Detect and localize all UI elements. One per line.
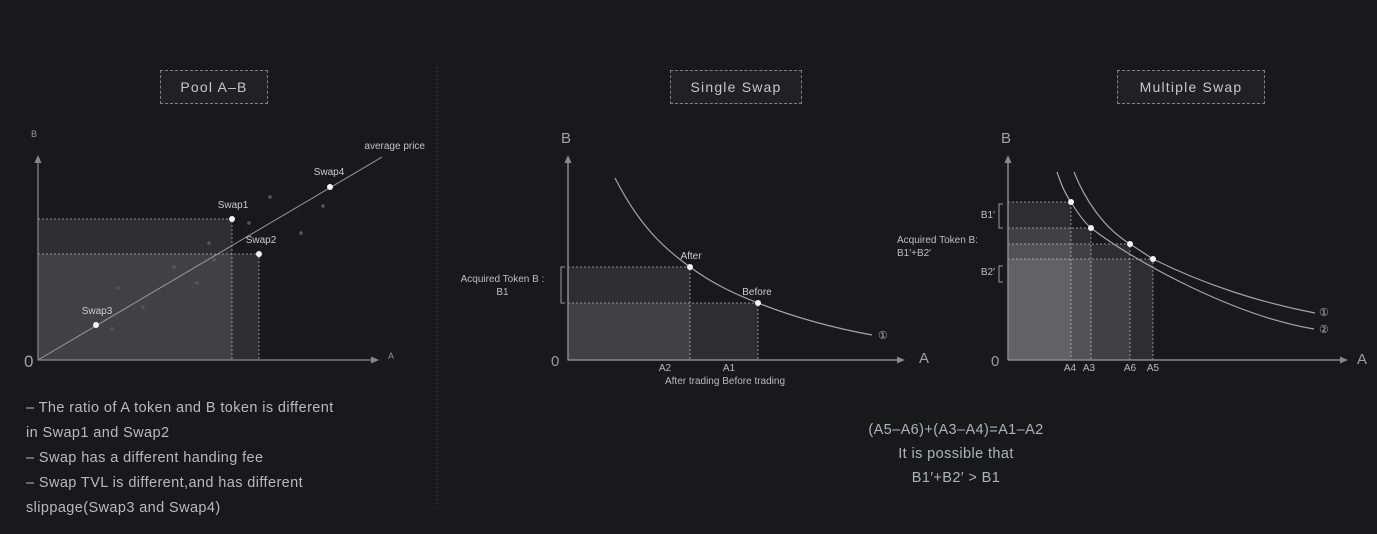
a5-tick-label: A5 [1146,363,1160,374]
pool-origin-label: 0 [24,352,34,371]
acquired-token-b-sum-line2: B1′+B2′ [897,248,932,259]
swap2-point [256,251,262,257]
multiple-x-axis-label: A [1357,351,1368,368]
note-line: – Swap TVL is different,and has differen… [26,475,304,491]
swap1-label: Swap1 [217,200,249,211]
a6-tick-label: A6 [1123,363,1137,374]
trade-points [687,264,761,306]
amm-curve-1b [1073,171,1316,314]
pool-y-arrow [34,155,42,163]
swap-points [93,184,333,328]
single-x-caption: After trading Before trading [664,376,786,387]
pool-x-arrow [371,356,379,364]
swap-formula: (A5–A6)+(A3–A4)=A1–A2 It is possible tha… [836,418,1076,490]
formula-line: (A5–A6)+(A3–A4)=A1–A2 [868,422,1044,438]
multiple-y-axis-label: B [1001,130,1012,147]
note-line: slippage(Swap3 and Swap4) [26,500,221,516]
swap4-point [327,184,333,190]
formula-line: It is possible that [898,446,1014,462]
acquired-token-b-sum-label: Acquired Token B: B1′+B2′ [897,234,978,260]
scatter-dots [110,195,325,331]
swap2-area [37,253,260,361]
before-point [755,300,761,306]
swap3-label: Swap3 [81,306,113,317]
average-price-label: average price [364,141,425,152]
a3-area [1007,227,1092,361]
a3-tick-label: A3 [1082,363,1096,374]
before-area [567,302,759,361]
b1-prime-label: B1′ [980,210,995,221]
before-label: Before [742,287,772,298]
b2-prime-label: B2′ [980,267,995,278]
swap3-point [93,322,99,328]
pool-x-axis-label: A [388,351,395,361]
after-point [687,264,693,270]
b2p-bracket [998,265,1003,283]
b1p-bracket [998,203,1003,229]
swap1-point [229,216,235,222]
single-y-arrow [564,155,572,163]
acquired-token-b1-line2: B1 [496,287,509,298]
single-y-axis-label: B [561,130,572,147]
note-line: – The ratio of A token and B token is di… [26,400,334,416]
formula-line: B1′+B2′ > B1 [911,470,1001,486]
pool-panel-shapes [34,155,383,364]
curve1b-number-label: ① [1319,307,1329,319]
acquired-token-b1-line1: Acquired Token B : [460,274,545,285]
multiple-y-arrow [1004,155,1012,163]
curve2-number-label: ② [1319,324,1329,336]
after-label: After [680,251,702,262]
a6-area [1007,243,1131,361]
multi-trade-points [1068,199,1156,262]
swap4-label: Swap4 [313,167,345,178]
swap1-area [37,218,233,361]
multiple-swap-title: Multiple Swap [1117,70,1265,104]
a2-tick-label: A2 [658,363,672,374]
a6-point [1127,241,1133,247]
a4-tick-label: A4 [1063,363,1077,374]
acquired-token-b1-label: Acquired Token B : B1 [450,273,555,299]
single-x-axis-label: A [919,350,930,367]
amm-curve-1 [614,177,873,336]
single-swap-title: Single Swap [670,70,802,104]
a1-tick-label: A1 [722,363,736,374]
swap2-label: Swap2 [245,235,277,246]
curve1-number-label: ① [878,330,888,342]
a5-area [1007,258,1154,361]
pool-notes: – The ratio of A token and B token is di… [26,396,334,521]
single-x-arrow [897,356,905,364]
after-area [567,266,691,361]
note-line: – Swap has a different handing fee [26,450,264,466]
pool-title: Pool A–B [160,70,268,104]
a5-point [1150,256,1156,262]
acquired-token-b-sum-line1: Acquired Token B: [897,235,978,246]
a4-point [1068,199,1074,205]
single-origin-label: 0 [551,353,560,370]
a3-point [1088,225,1094,231]
multiple-origin-label: 0 [991,353,1000,370]
b1-bracket [560,266,565,304]
multiple-x-arrow [1340,356,1348,364]
pool-y-axis-label: B [31,129,38,139]
multiple-swap-panel-shapes [998,155,1348,364]
single-swap-panel-shapes [560,155,905,364]
note-line: in Swap1 and Swap2 [26,425,170,441]
